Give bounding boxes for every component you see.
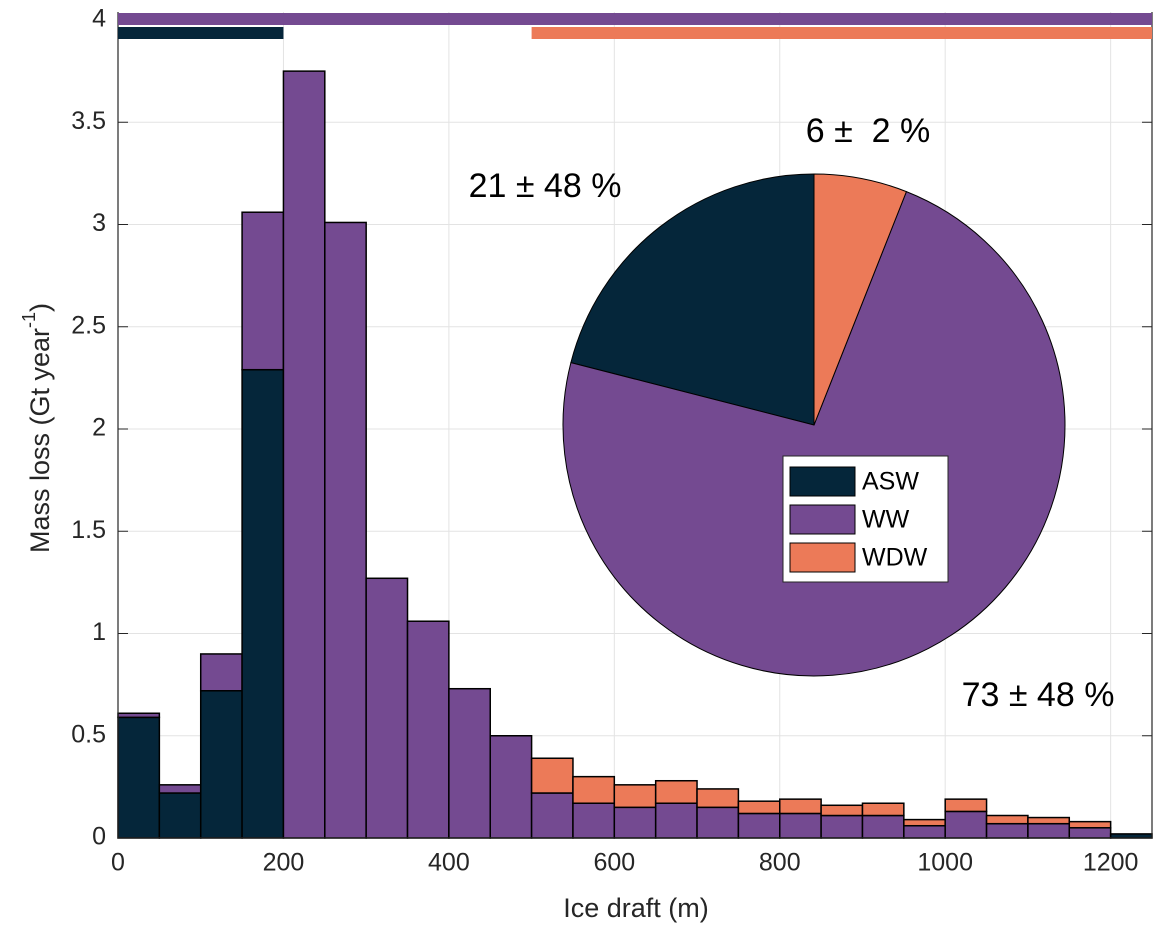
pie-label: 21 ± 48 % (469, 167, 622, 205)
bar-segment (572, 775, 616, 804)
y-tick-label: 0 (92, 823, 106, 851)
pie-label: 6 ± 2 % (806, 112, 931, 150)
bar-segment (199, 653, 243, 692)
bar-segment (406, 620, 450, 839)
y-tick-label: 3 (92, 209, 106, 237)
bar-segment (158, 792, 202, 839)
range-bar (118, 27, 284, 39)
y-tick-label: 2 (92, 414, 106, 442)
bar-segment (613, 784, 657, 809)
bar-segment (654, 802, 698, 839)
y-axis-label: Mass loss (Gt year-1) (19, 303, 55, 553)
legend-label: ASW (862, 468, 919, 496)
y-tick-label: 3.5 (71, 107, 106, 135)
range-bar (118, 13, 1152, 25)
bar-segment (820, 814, 864, 839)
y-tick-label: 1.5 (71, 516, 106, 544)
y-tick-label: 2.5 (71, 311, 106, 339)
bar-segment (117, 712, 161, 719)
bar-segment (696, 806, 740, 839)
y-label-text: Mass loss (Gt year (25, 328, 55, 553)
bar-segment (1068, 820, 1112, 829)
bar-segment (530, 792, 574, 839)
bar-segment (1027, 822, 1071, 839)
bar-segment (1027, 816, 1071, 825)
x-axis-label: Ice draft (m) (563, 893, 709, 923)
bar-segment (1068, 827, 1112, 839)
legend-swatch (789, 504, 856, 535)
bar-segment (944, 798, 988, 813)
x-tick-label: 1200 (1083, 849, 1139, 877)
bar-segment (944, 810, 988, 839)
pie-label: 73 ± 48 % (962, 676, 1115, 714)
bar-segment (737, 812, 781, 839)
bar-segment (530, 757, 574, 794)
bar-segment (282, 70, 326, 839)
bar-segment (820, 804, 864, 817)
legend-label: WW (862, 506, 910, 534)
bar-segment (1109, 833, 1153, 839)
bar-segment (241, 211, 285, 371)
range-bar (531, 27, 1152, 39)
bar-segment (199, 690, 243, 839)
bar-segment (861, 802, 905, 817)
bar-segment (985, 822, 1029, 839)
x-tick-label: 1000 (917, 849, 973, 877)
bar-segment (324, 221, 367, 839)
bar-segment (448, 687, 491, 839)
y-tick-label: 0.5 (71, 720, 106, 748)
pie-slice (570, 173, 815, 426)
bar-segment (779, 798, 822, 815)
x-tick-label: 600 (593, 849, 635, 877)
bar-segment (861, 814, 905, 839)
legend-label: WDW (862, 544, 928, 572)
bar-segment (903, 824, 946, 839)
bar-segment (158, 784, 202, 794)
bar-segment (903, 818, 946, 827)
x-tick-label: 800 (759, 849, 801, 877)
bar-segment (365, 577, 409, 839)
x-tick-label: 0 (111, 849, 125, 877)
bar-segment (613, 806, 657, 839)
pie-slice (813, 173, 908, 426)
bar-segment (241, 368, 285, 839)
x-tick-label: 200 (263, 849, 305, 877)
legend-swatch (789, 542, 856, 573)
bar-segment (737, 800, 781, 815)
bar-segment (572, 802, 616, 839)
bar-segment (696, 788, 740, 809)
x-tick-label: 400 (428, 849, 470, 877)
bar-segment (117, 716, 161, 839)
bar-segment (985, 814, 1029, 825)
bar-segment (654, 779, 698, 804)
bar-segment (489, 735, 533, 839)
y-tick-label: 1 (92, 618, 106, 646)
y-label-end: ) (25, 303, 55, 312)
bar-segment (779, 812, 822, 839)
y-tick-label: 4 (92, 5, 106, 33)
legend-swatch (789, 466, 856, 497)
y-label-sup: -1 (19, 312, 39, 328)
